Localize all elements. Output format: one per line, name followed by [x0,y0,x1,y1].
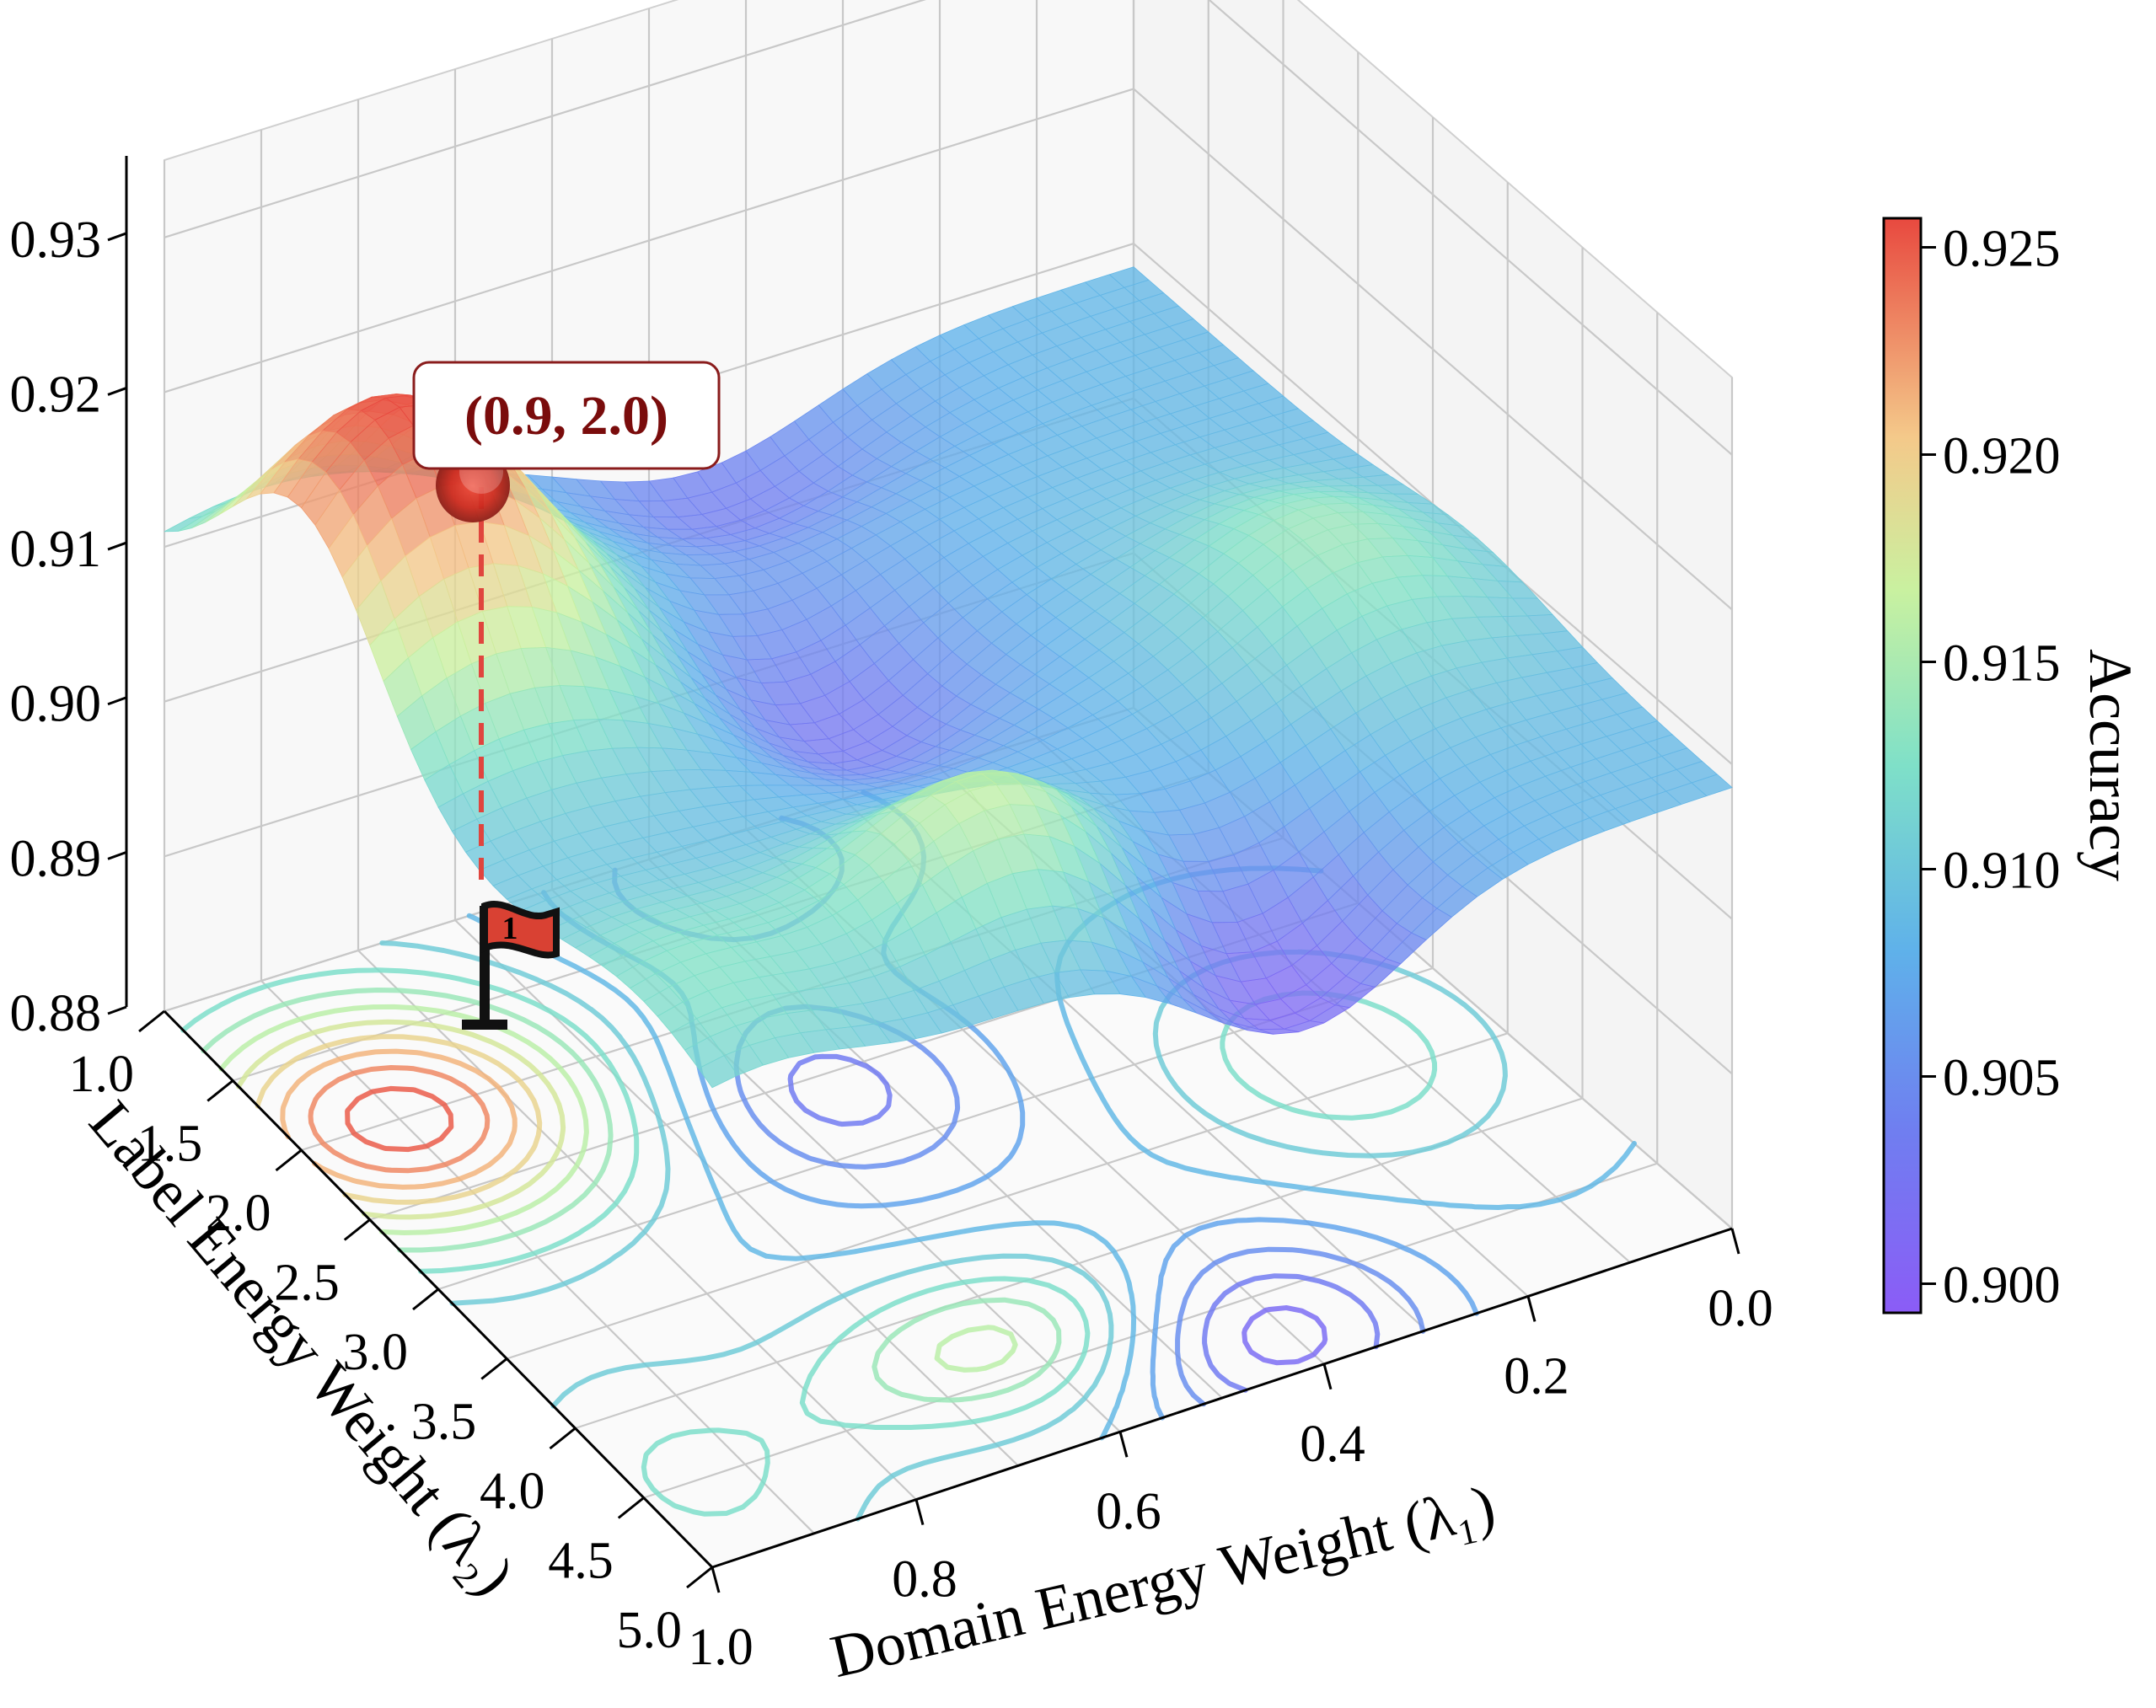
y-tick-label: 4.0 [480,1463,545,1520]
contour-line [1242,1305,1328,1366]
colorbar: 0.900 0.905 0.910 0.915 0.920 0.925 Accuracy [1882,217,2144,1314]
z-tick [107,541,127,551]
colorbar-tick-label: 0.900 [1943,1257,2061,1314]
x-tick [1322,1363,1333,1390]
y-tick [412,1288,439,1311]
contour-line [345,1085,454,1153]
colorbar-tick-label: 0.915 [1943,634,2061,692]
x-tick-label: 0.6 [1096,1483,1161,1540]
x-tick [1118,1431,1129,1458]
grid-line [1208,0,1733,456]
y-tick [480,1357,508,1380]
x-tick [711,1566,721,1593]
x-tick-label: 0.2 [1504,1347,1569,1405]
y-tick [206,1079,234,1102]
z-tick [107,696,127,706]
x-tick-label: 0.0 [1708,1280,1773,1337]
y-tick-label: 3.0 [343,1324,409,1381]
colorbar-gradient [1882,217,1923,1314]
y-tick-label: 4.5 [548,1533,614,1590]
y-tick-label: 2.5 [274,1255,340,1312]
x-tick [1526,1296,1537,1322]
peak-annotation: (0.9, 2.0) 1 [412,361,721,1030]
colorbar-tick-label: 0.920 [1943,427,2061,485]
z-tick-label: 0.89 [10,830,102,887]
colorbar-tick-label: 0.925 [1943,220,2061,277]
flag-icon: 1 [462,901,560,1030]
colorbar-label: Accuracy [2077,649,2144,881]
colorbar-tick-label: 0.905 [1943,1050,2061,1107]
grid-line [164,0,926,238]
y-tick [549,1427,577,1450]
annotation-box [412,361,721,470]
contour-line [308,1065,491,1174]
z-tick [107,387,127,396]
y-tick [617,1497,645,1519]
contour-line [236,1019,566,1220]
x-axis-line [711,1227,1733,1569]
z-tick-label: 0.88 [10,985,102,1042]
z-tick [107,1005,127,1015]
colorbar-tick-label: 0.910 [1943,843,2061,900]
x-tick-label: 1.0 [688,1619,754,1676]
z-tick-label: 0.90 [10,676,102,733]
contour-line [218,1004,1018,1373]
x-tick-label: 0.8 [892,1551,957,1609]
y-tick [275,1148,303,1172]
grid-line [506,1032,1509,1360]
axes: 0.880.890.900.910.920.931.01.52.02.53.03… [10,156,1773,1676]
contour-line [255,1034,543,1205]
z-tick-label: 0.93 [10,211,102,269]
y-tick [138,1009,165,1033]
y-tick-label: 1.5 [137,1116,203,1173]
x-tick-label: 0.4 [1300,1416,1365,1473]
x-tick [914,1499,925,1525]
y-tick-label: 2.0 [206,1185,271,1242]
y-tick-label: 3.5 [411,1394,477,1451]
grid-line [643,1162,1658,1499]
colorbar-ticks: 0.900 0.905 0.910 0.915 0.920 0.925 [1921,220,2061,1314]
annotation-text: (0.9, 2.0) [464,385,668,447]
y-tick-label: 1.0 [69,1046,135,1103]
z-tick [107,232,127,242]
y-tick [686,1566,713,1589]
surface-patch [698,1055,738,1089]
grid-line [1133,88,1733,611]
grid-line [164,88,1134,394]
z-tick-label: 0.91 [10,521,102,578]
y-tick [343,1218,371,1241]
z-tick-label: 0.92 [10,366,102,423]
contour-line [787,1053,1381,1393]
y-tick-label: 5.0 [617,1602,683,1659]
x-tick [1730,1228,1740,1255]
accuracy-surface [164,266,1733,1089]
flag-label: 1 [502,911,518,946]
contour-line [280,1048,518,1190]
z-tick [107,850,127,860]
